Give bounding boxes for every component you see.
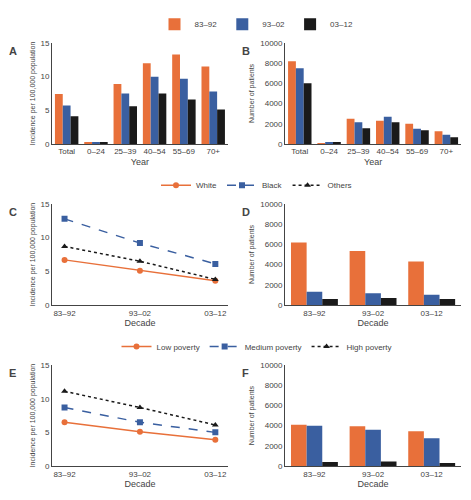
svg-text:25–39: 25–39	[114, 147, 137, 156]
svg-text:Number of patients: Number of patients	[248, 63, 256, 123]
svg-text:93–02: 93–02	[362, 470, 385, 479]
svg-text:10000: 10000	[260, 39, 283, 48]
svg-text:25–39: 25–39	[347, 147, 370, 156]
svg-text:10: 10	[40, 72, 49, 81]
svg-text:Incidence per 100,000 populati: Incidence per 100,000 population	[29, 42, 37, 146]
svg-text:C: C	[9, 206, 17, 218]
svg-text:Medium poverty: Medium poverty	[245, 343, 302, 352]
svg-text:83–92: 83–92	[53, 470, 76, 479]
svg-text:55–69: 55–69	[173, 147, 196, 156]
svg-text:Decade: Decade	[124, 318, 155, 328]
svg-text:6000: 6000	[265, 240, 283, 249]
svg-text:Decade: Decade	[124, 479, 155, 489]
svg-text:93–02: 93–02	[262, 20, 285, 29]
svg-text:83–92: 83–92	[303, 309, 326, 318]
svg-text:Incidence per 100,000 populati: Incidence per 100,000 population	[29, 364, 37, 468]
svg-text:10000: 10000	[260, 361, 283, 370]
svg-text:Number of patients: Number of patients	[248, 224, 256, 284]
svg-text:Black: Black	[262, 181, 283, 190]
svg-text:High poverty: High poverty	[347, 343, 392, 352]
svg-text:03–12: 03–12	[204, 309, 227, 318]
svg-text:5: 5	[45, 106, 50, 115]
svg-text:03–12: 03–12	[421, 309, 444, 318]
svg-text:55–69: 55–69	[406, 147, 429, 156]
svg-text:5: 5	[45, 267, 50, 276]
svg-text:83–92: 83–92	[195, 20, 218, 29]
svg-text:83–92: 83–92	[303, 470, 326, 479]
svg-text:93–02: 93–02	[129, 309, 152, 318]
svg-text:Year: Year	[131, 157, 149, 167]
svg-text:8000: 8000	[265, 220, 283, 229]
svg-text:F: F	[242, 367, 249, 379]
svg-text:93–02: 93–02	[362, 309, 385, 318]
svg-text:2000: 2000	[265, 442, 283, 451]
svg-text:03–12: 03–12	[330, 20, 353, 29]
svg-text:10000: 10000	[260, 200, 283, 209]
svg-text:4000: 4000	[265, 260, 283, 269]
svg-text:10: 10	[40, 233, 49, 242]
svg-text:E: E	[9, 367, 16, 379]
svg-text:2000: 2000	[265, 120, 283, 129]
svg-text:8000: 8000	[265, 59, 283, 68]
svg-text:Decade: Decade	[358, 318, 389, 328]
svg-text:B: B	[242, 45, 250, 57]
svg-text:Decade: Decade	[358, 479, 389, 489]
svg-text:0–24: 0–24	[320, 147, 338, 156]
svg-text:10: 10	[40, 395, 49, 404]
svg-text:0: 0	[278, 140, 283, 149]
svg-text:Year: Year	[364, 157, 382, 167]
svg-text:A: A	[9, 45, 17, 57]
svg-text:40–54: 40–54	[377, 147, 400, 156]
svg-text:0: 0	[278, 301, 283, 310]
svg-text:93–02: 93–02	[129, 470, 152, 479]
svg-text:70+: 70+	[206, 147, 220, 156]
svg-text:40–54: 40–54	[143, 147, 166, 156]
svg-text:0: 0	[45, 140, 50, 149]
svg-text:5: 5	[45, 428, 50, 437]
svg-text:0–24: 0–24	[87, 147, 105, 156]
svg-text:03–12: 03–12	[421, 470, 444, 479]
svg-text:2000: 2000	[265, 281, 283, 290]
svg-text:8000: 8000	[265, 381, 283, 390]
svg-text:0: 0	[278, 462, 283, 471]
svg-text:4000: 4000	[265, 99, 283, 108]
svg-text:D: D	[242, 206, 250, 218]
svg-text:0: 0	[45, 462, 50, 471]
svg-text:Number of patients: Number of patients	[248, 385, 256, 445]
svg-text:Low poverty: Low poverty	[157, 343, 200, 352]
svg-text:70+: 70+	[440, 147, 454, 156]
svg-text:03–12: 03–12	[204, 470, 227, 479]
svg-text:0: 0	[45, 301, 50, 310]
svg-text:83–92: 83–92	[53, 309, 76, 318]
svg-text:15: 15	[40, 39, 49, 48]
svg-text:15: 15	[40, 200, 49, 209]
svg-text:Total: Total	[291, 147, 308, 156]
svg-text:Others: Others	[328, 181, 352, 190]
svg-text:6000: 6000	[265, 401, 283, 410]
svg-text:15: 15	[40, 361, 49, 370]
svg-text:6000: 6000	[265, 79, 283, 88]
svg-text:Incidence per 100,000 populati: Incidence per 100,000 population	[29, 203, 37, 307]
svg-text:Total: Total	[58, 147, 75, 156]
svg-text:White: White	[196, 181, 217, 190]
svg-text:4000: 4000	[265, 421, 283, 430]
